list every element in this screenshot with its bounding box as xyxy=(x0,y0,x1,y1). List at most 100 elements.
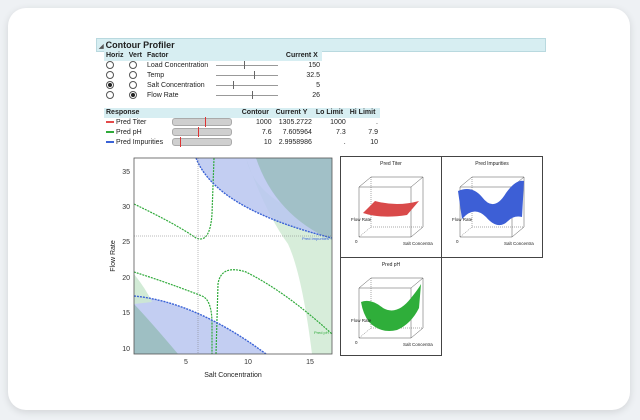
contour-label-ph: Pred pH xyxy=(314,330,329,335)
factor-row: Load Concentration 150 xyxy=(104,61,322,71)
vert-radio[interactable] xyxy=(128,71,137,80)
factor-slider[interactable] xyxy=(216,91,278,100)
factor-name: Flow Rate xyxy=(147,92,179,99)
y-axis-label: Flow Rate xyxy=(110,240,117,272)
factor-row: Flow Rate 26 xyxy=(104,91,322,101)
response-hi-limit[interactable]: 7.9 xyxy=(368,129,378,136)
factor-row: Salt Concentration 5 xyxy=(104,81,322,91)
y-tick-20: 20 xyxy=(122,275,130,282)
x-tick-15: 15 xyxy=(306,359,314,366)
contour-mark[interactable] xyxy=(180,137,182,148)
surface-zero-ph: 0 xyxy=(355,340,358,345)
factor-current-x[interactable]: 5 xyxy=(316,82,320,89)
teal-region-lower-overlay xyxy=(134,304,178,354)
contour-plot[interactable]: Pred Impurities Pred pH 35 30 25 20 15 1… xyxy=(106,154,336,386)
contour-mark[interactable] xyxy=(205,117,207,128)
response-name: Pred Titer xyxy=(116,119,147,126)
slider-thumb[interactable] xyxy=(254,71,256,80)
surface-xlabel-impurities: Salt Concentra xyxy=(504,241,534,246)
response-name: Pred pH xyxy=(116,129,142,136)
col-response: Response xyxy=(104,108,171,118)
disclosure-triangle-icon[interactable]: ◢ xyxy=(99,44,104,50)
response-lo-limit[interactable]: . xyxy=(343,139,346,146)
surface-plot-impurities[interactable]: Pred Impurities Flow Rate 0 Salt Concent… xyxy=(441,156,543,258)
response-row: Pred Titer 1000 1305.2722 1000. xyxy=(104,117,380,128)
col-vert: Vert xyxy=(126,51,146,61)
factor-slider[interactable] xyxy=(216,71,278,80)
impurity-region-lower xyxy=(134,296,266,354)
response-row: Pred pH 7.6 7.605964 7.3 7.9 xyxy=(104,127,380,138)
col-factor: Factor xyxy=(145,51,214,61)
surface-xlabel-titer: Salt Concentra xyxy=(403,241,433,246)
contour-mark[interactable] xyxy=(197,127,199,138)
col-contour: Contour xyxy=(239,108,274,118)
panel-title: Contour Profiler xyxy=(105,40,175,50)
response-hi-limit[interactable]: . xyxy=(376,119,378,126)
y-tick-25: 25 xyxy=(122,239,130,246)
factor-current-x[interactable]: 150 xyxy=(308,62,320,69)
surface-zero-impurities: 0 xyxy=(456,239,459,244)
surface-title-ph: Pred pH xyxy=(381,262,401,268)
surface-ylabel-titer: Flow Rate xyxy=(351,217,372,222)
horiz-radio[interactable] xyxy=(106,61,114,70)
factor-name: Temp xyxy=(147,72,165,79)
response-slider[interactable] xyxy=(172,127,233,138)
vert-radio[interactable] xyxy=(128,81,137,90)
factor-slider[interactable] xyxy=(216,61,278,70)
factor-current-x[interactable]: 26 xyxy=(312,92,320,99)
response-color-swatch xyxy=(106,121,114,124)
response-slider[interactable] xyxy=(172,117,233,128)
response-slider[interactable] xyxy=(172,137,233,148)
vert-radio[interactable] xyxy=(128,61,137,70)
y-tick-15: 15 xyxy=(122,310,130,317)
surface-plot-titer[interactable]: Pred Titer Flow Rate 0 Salt Concentra xyxy=(340,156,442,258)
titer-surface xyxy=(363,201,419,217)
ph-surface xyxy=(361,284,421,331)
response-contour[interactable]: 10 xyxy=(263,139,272,146)
impurities-surface xyxy=(458,180,524,226)
response-contour[interactable]: 1000 xyxy=(256,119,272,126)
slider-thumb[interactable] xyxy=(251,91,253,100)
contour-label-impurities: Pred Impurities xyxy=(302,236,329,241)
col-slider xyxy=(214,51,284,61)
factor-name: Salt Concentration xyxy=(147,82,205,89)
factor-slider[interactable] xyxy=(216,81,278,90)
contour-profiler-header[interactable]: ◢ Contour Profiler xyxy=(96,38,546,52)
surface-ylabel-ph: Flow Rate xyxy=(351,318,372,323)
x-tick-5: 5 xyxy=(184,359,188,366)
horiz-radio[interactable] xyxy=(106,81,114,90)
slider-thumb[interactable] xyxy=(243,61,245,70)
col-current-x: Current X xyxy=(283,51,322,61)
horiz-radio[interactable] xyxy=(106,91,114,100)
response-current-y: 7.605964 xyxy=(282,129,312,136)
horiz-radio[interactable] xyxy=(106,71,114,80)
response-row: Pred Impurities 10 2.9958986. 10 xyxy=(104,137,380,148)
teal-region-overlay xyxy=(256,158,332,240)
response-color-swatch xyxy=(106,131,114,134)
factor-name: Load Concentration xyxy=(147,62,209,69)
col-lo-limit: Lo Limit xyxy=(313,108,348,118)
impurity-contour-lower xyxy=(134,295,267,354)
response-hi-limit[interactable]: 10 xyxy=(370,139,378,146)
col-current-y: Current Y xyxy=(273,108,314,118)
ph-contour-middle xyxy=(215,269,332,354)
plot-frame xyxy=(133,157,333,355)
response-lo-limit[interactable]: 1000 xyxy=(330,119,346,126)
col-response-slider xyxy=(170,108,240,118)
ph-contour-left xyxy=(134,271,213,354)
vert-radio[interactable] xyxy=(128,91,137,100)
y-tick-30: 30 xyxy=(122,204,130,211)
response-contour[interactable]: 7.6 xyxy=(261,129,272,136)
surface-title-impurities: Pred Impurities xyxy=(475,161,509,167)
response-current-y: 2.9958986 xyxy=(278,139,312,146)
y-tick-10: 10 xyxy=(122,346,130,353)
factor-current-x[interactable]: 32.5 xyxy=(306,72,320,79)
impurity-contour-upper xyxy=(195,158,332,239)
response-lo-limit[interactable]: 7.3 xyxy=(336,129,346,136)
surface-ylabel-impurities: Flow Rate xyxy=(452,217,473,222)
response-name: Pred Impurities xyxy=(116,139,164,146)
response-current-y: 1305.2722 xyxy=(278,119,312,126)
response-table: Response Contour Current Y Lo Limit Hi L… xyxy=(104,108,380,148)
surface-plot-ph[interactable]: Pred pH Flow Rate 0 Salt Concentra xyxy=(340,257,442,356)
slider-thumb[interactable] xyxy=(233,81,235,90)
